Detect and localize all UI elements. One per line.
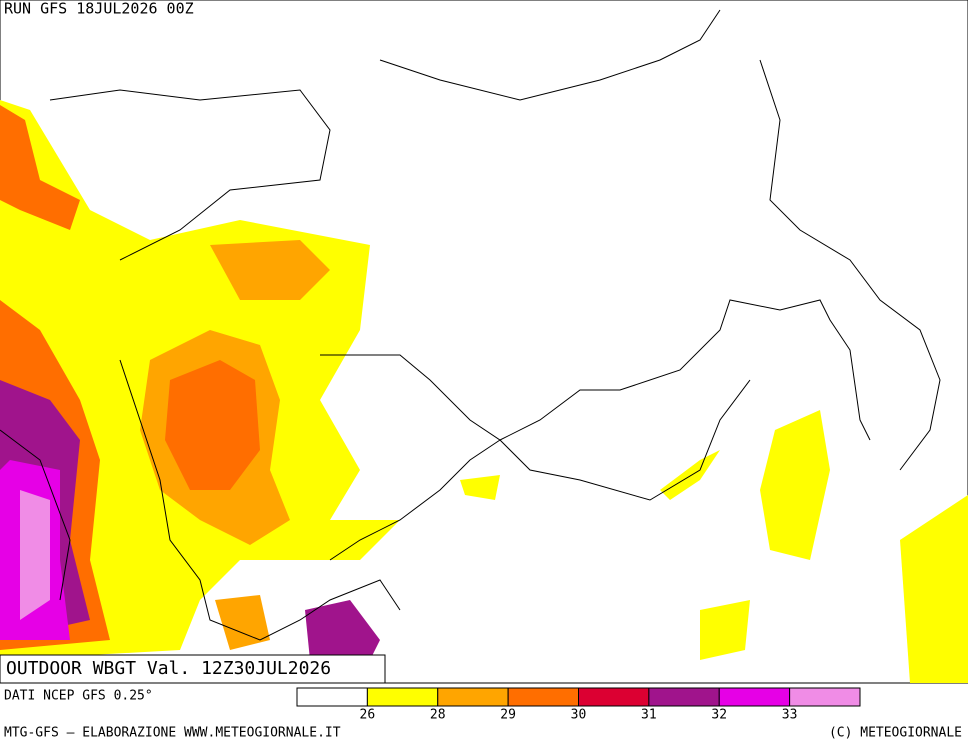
data-source: DATI NCEP GFS 0.25° (4, 689, 153, 704)
color-swatch (507, 687, 579, 707)
footer-left: MTG-GFS — ELABORAZIONE WWW.METEOGIORNALE… (4, 726, 341, 741)
borders (0, 9, 941, 641)
color-swatch (437, 687, 509, 707)
colorbar: 26 28 29 30 31 32 33 (296, 687, 861, 723)
colorbar-tick-label: 31 (641, 708, 657, 723)
map-title: OUTDOOR WBGT Val. 12Z30JUL2026 (6, 658, 331, 679)
colorbar-tick-label: 29 (500, 708, 516, 723)
color-swatch (296, 687, 368, 707)
footer-right: (C) METEOGIORNALE (829, 726, 962, 741)
colorbar-tick-label: 32 (711, 708, 727, 723)
colorbar-tick-label: 28 (430, 708, 446, 723)
color-swatch (718, 687, 791, 707)
colorbar-tick-label: 33 (782, 708, 798, 723)
color-swatch (578, 687, 650, 707)
colorbar-tick-label: 30 (571, 708, 587, 723)
color-swatch (648, 687, 720, 707)
color-swatch (789, 687, 861, 707)
color-swatch (366, 687, 439, 707)
run-label: RUN GFS 18JUL2026 00Z (4, 0, 194, 18)
heat-fields (0, 100, 968, 683)
title-box (0, 654, 386, 684)
colorbar-tick-label: 26 (360, 708, 376, 723)
